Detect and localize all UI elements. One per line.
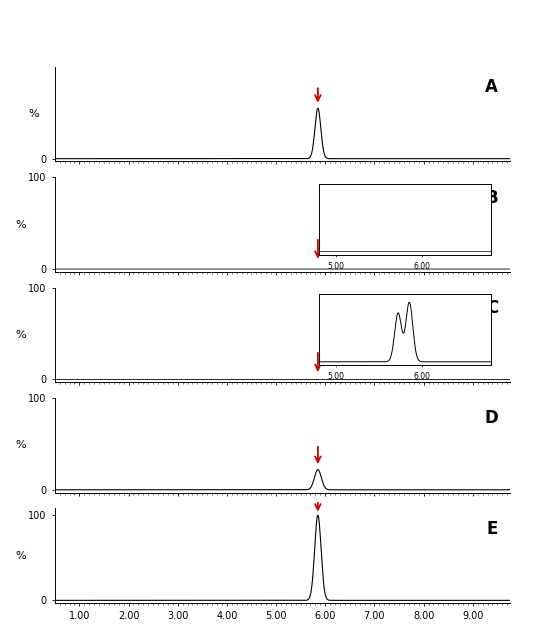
- Text: E: E: [487, 520, 498, 538]
- Y-axis label: %: %: [16, 330, 26, 340]
- Y-axis label: %: %: [16, 551, 26, 561]
- Y-axis label: %: %: [16, 219, 26, 230]
- Text: C: C: [486, 299, 498, 317]
- Text: A: A: [486, 78, 498, 96]
- Text: D: D: [484, 410, 498, 427]
- Text: B: B: [486, 189, 498, 207]
- Y-axis label: %: %: [28, 109, 39, 119]
- Y-axis label: %: %: [16, 440, 26, 450]
